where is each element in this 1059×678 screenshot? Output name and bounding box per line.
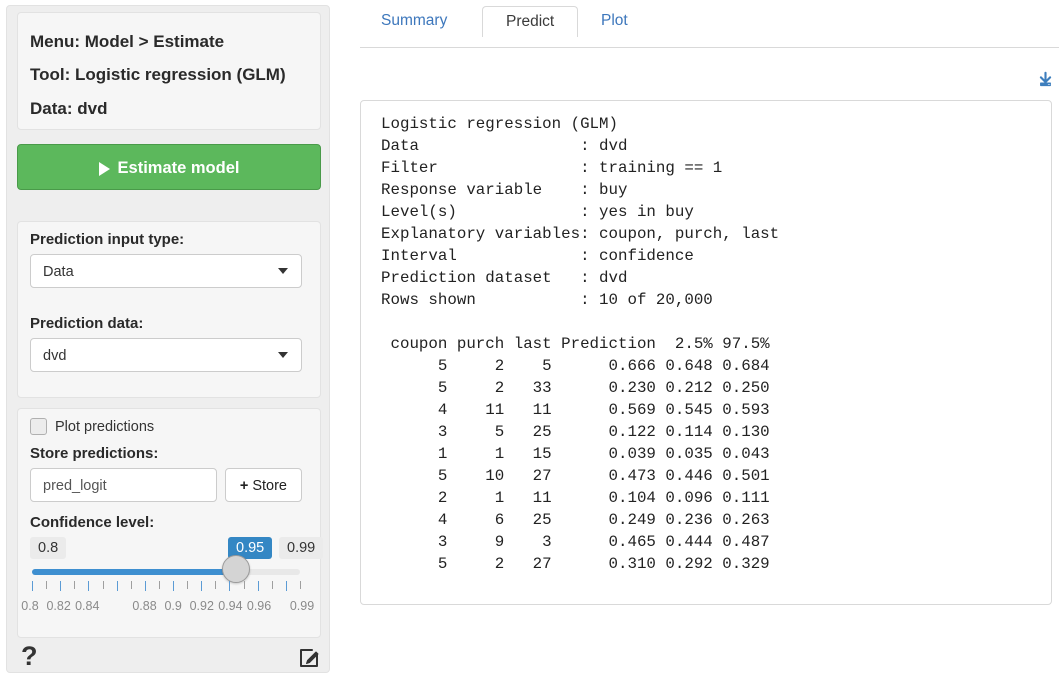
svg-text:?: ?: [21, 644, 38, 670]
